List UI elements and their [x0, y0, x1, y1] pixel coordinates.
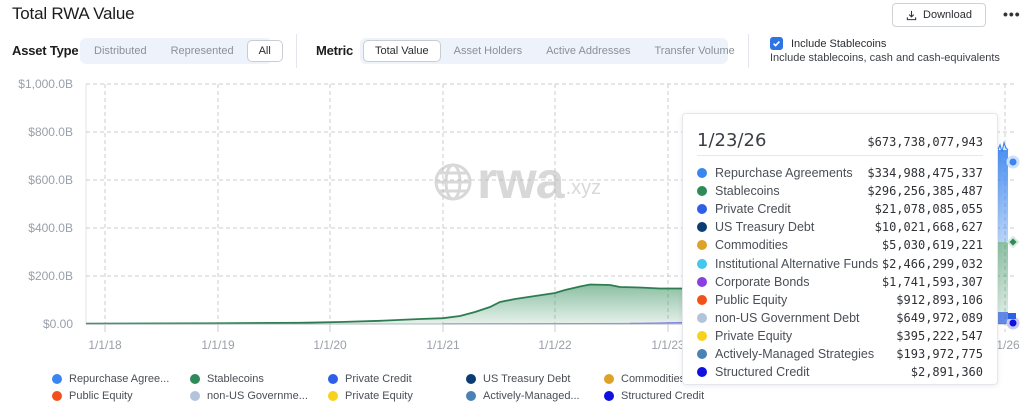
series-dot-icon [697, 258, 707, 269]
x-tick-label: 1/1/18 [88, 338, 122, 352]
tooltip-row: Actively-Managed Strategies $193,972,775 [697, 345, 983, 363]
include-stablecoins-description: Include stablecoins, cash and cash-equiv… [770, 52, 1000, 64]
legend-item[interactable]: Private Credit [328, 372, 466, 386]
tooltip-row: Private Credit $21,078,085,055 [697, 200, 983, 218]
include-stablecoins-toggle[interactable]: Include Stablecoins [770, 37, 886, 50]
include-stablecoins-label: Include Stablecoins [791, 37, 887, 50]
tooltip-total: $673,738,077,943 [867, 135, 983, 149]
legend-item[interactable]: Public Equity [52, 389, 190, 403]
chart-plot-area[interactable] [0, 0, 1024, 340]
legend-dot-icon [604, 374, 614, 384]
tooltip-rows: Repurchase Agreements $334,988,475,337 St… [697, 156, 983, 381]
globe-icon [434, 163, 472, 201]
x-tick-label: 1/1/22 [538, 338, 572, 352]
metric-active-addresses[interactable]: Active Addresses [546, 45, 631, 57]
tooltip-row: US Treasury Debt $10,021,668,627 [697, 218, 983, 236]
series-dot-icon [697, 168, 707, 179]
x-tick-label: 1/26 [996, 338, 1020, 352]
chart-legend: Repurchase Agree... Stablecoins Private … [52, 372, 742, 403]
checkmark-icon [773, 40, 780, 47]
x-tick-label: 1/1/21 [426, 338, 460, 352]
tooltip-row: Institutional Alternative Funds $2,466,29… [697, 254, 983, 272]
series-dot-icon [697, 222, 707, 233]
tooltip-row: Structured Credit $2,891,360 [697, 363, 983, 381]
legend-dot-icon [190, 374, 200, 384]
watermark-tld: .xyz [565, 177, 602, 199]
legend-dot-icon [190, 391, 200, 401]
series-dot-icon [697, 367, 707, 378]
rwa-watermark: rwa .xyz [433, 152, 602, 210]
download-icon [906, 10, 917, 20]
tooltip-row: Private Equity $395,222,547 [697, 327, 983, 345]
legend-dot-icon [52, 391, 62, 401]
filter-divider [296, 34, 297, 68]
legend-item[interactable]: US Treasury Debt [466, 372, 604, 386]
series-dot-icon [697, 312, 707, 323]
legend-item[interactable]: Actively-Managed... [466, 389, 604, 403]
tooltip-row: Corporate Bonds $1,741,593,307 [697, 273, 983, 291]
legend-dot-icon [466, 374, 476, 384]
asset-type-label: Asset Type [12, 43, 79, 58]
metric-asset-holders[interactable]: Asset Holders [453, 45, 523, 57]
metric-segmented: Total Value Asset Holders Active Address… [360, 38, 735, 64]
asset-type-all[interactable]: All [246, 40, 283, 62]
more-options-button[interactable]: ••• [1003, 6, 1021, 22]
stablecoin-divider [748, 34, 749, 68]
legend-item[interactable]: Commodities [604, 372, 742, 386]
legend-item[interactable]: Repurchase Agree... [52, 372, 190, 386]
legend-item[interactable]: Structured Credit [604, 389, 742, 403]
asset-type-represented[interactable]: Represented [170, 45, 234, 57]
y-tick-label: $600.0B [28, 173, 73, 187]
legend-dot-icon [328, 391, 338, 401]
legend-item[interactable]: Stablecoins [190, 372, 328, 386]
download-button[interactable]: Download [892, 3, 986, 27]
watermark-brand: rwa [477, 152, 565, 210]
series-dot-icon [697, 186, 707, 197]
tooltip-header: 1/23/26 $673,738,077,943 [697, 114, 983, 156]
page-title: Total RWA Value [12, 4, 135, 23]
tooltip-row: Stablecoins $296,256,385,487 [697, 182, 983, 200]
chart-tooltip: 1/23/26 $673,738,077,943 Repurchase Agre… [682, 113, 998, 385]
tooltip-row: Repurchase Agreements $334,988,475,337 [697, 164, 983, 182]
include-stablecoins-checkbox[interactable] [770, 37, 783, 50]
y-tick-label: $0.00 [42, 317, 73, 331]
legend-item[interactable]: Private Equity [328, 389, 466, 403]
tooltip-row: Commodities $5,030,619,221 [697, 236, 983, 254]
tooltip-row: Public Equity $912,893,106 [697, 291, 983, 309]
y-tick-label: $400.0B [28, 221, 73, 235]
y-tick-label: $200.0B [28, 269, 73, 283]
y-tick-label: $800.0B [28, 125, 73, 139]
x-tick-label: 1/1/20 [313, 338, 347, 352]
series-dot-icon [697, 348, 707, 359]
legend-dot-icon [604, 391, 614, 401]
legend-dot-icon [328, 374, 338, 384]
legend-dot-icon [466, 391, 476, 401]
asset-type-distributed[interactable]: Distributed [94, 45, 147, 57]
metric-label: Metric [316, 43, 354, 58]
metric-total-value[interactable]: Total Value [363, 40, 441, 62]
series-dot-icon [697, 204, 707, 215]
series-dot-icon [697, 330, 707, 341]
tooltip-date: 1/23/26 [697, 130, 767, 151]
legend-item[interactable]: non-US Governme... [190, 389, 328, 403]
x-tick-label: 1/1/19 [201, 338, 235, 352]
metric-transfer-volume[interactable]: Transfer Volume [654, 45, 735, 57]
series-dot-icon [697, 294, 707, 305]
asset-type-segmented: Distributed Represented All [80, 38, 283, 64]
series-dot-icon [697, 276, 707, 287]
y-tick-label: $1,000.0B [18, 77, 73, 91]
download-label: Download [923, 9, 972, 21]
x-tick-label: 1/1/23 [651, 338, 685, 352]
legend-dot-icon [52, 374, 62, 384]
tooltip-row: non-US Government Debt $649,972,089 [697, 309, 983, 327]
series-dot-icon [697, 240, 707, 251]
